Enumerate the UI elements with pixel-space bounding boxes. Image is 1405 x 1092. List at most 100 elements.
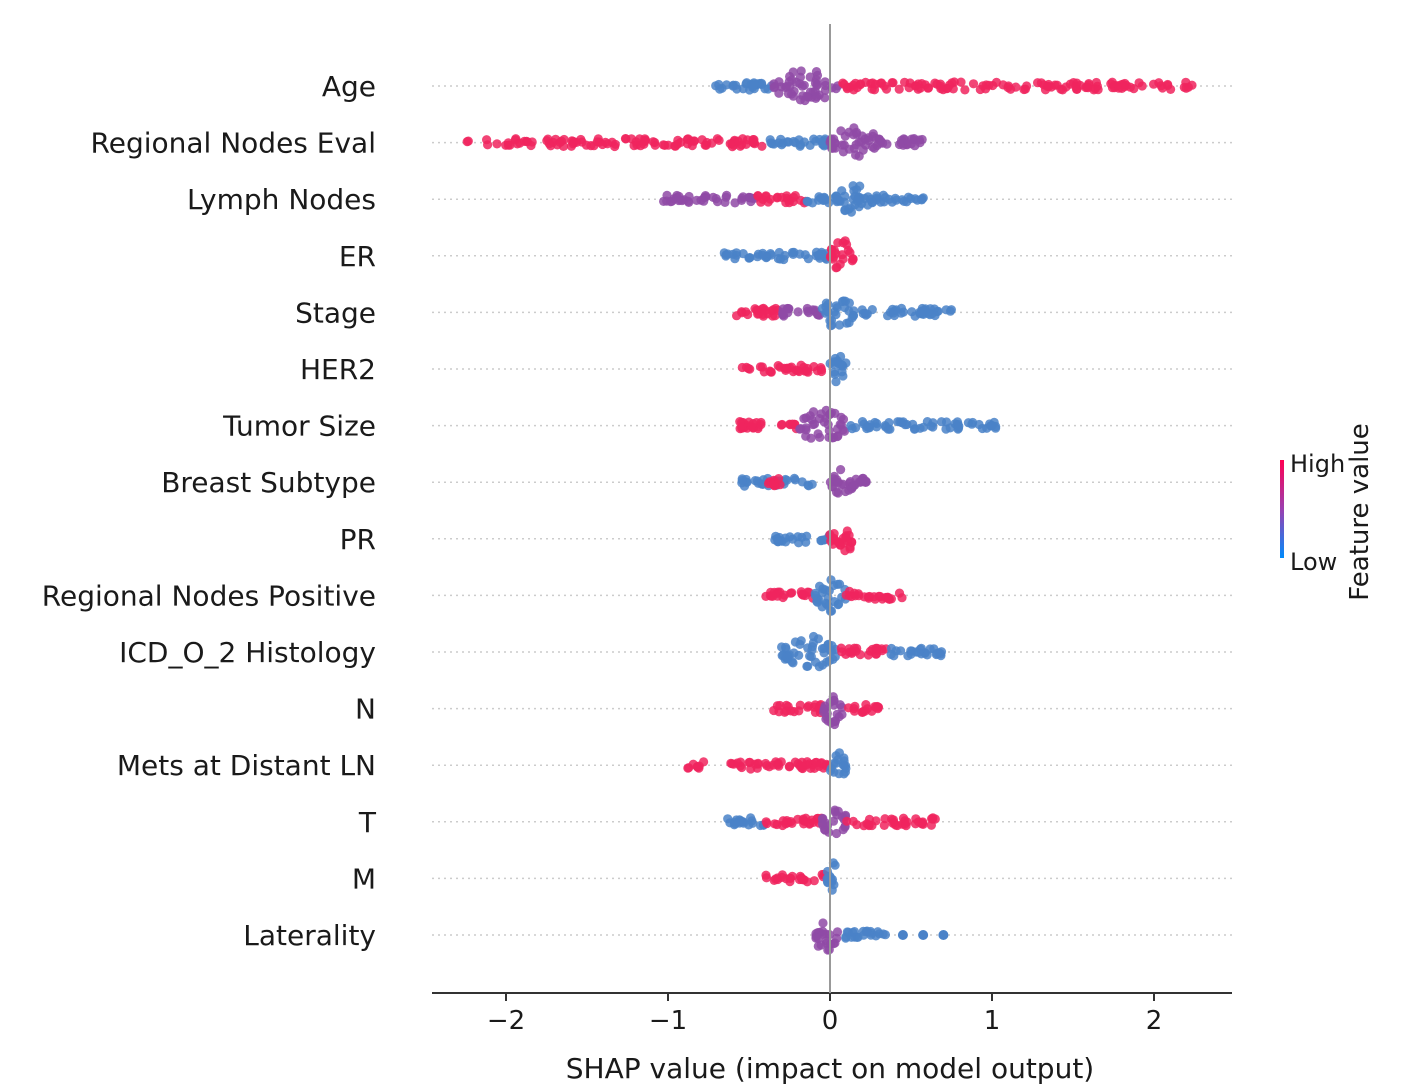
shap-point xyxy=(781,537,791,547)
feature-label: T xyxy=(358,806,377,839)
shap-point xyxy=(915,309,925,319)
feature-label: Tumor Size xyxy=(222,410,376,443)
shap-point xyxy=(862,926,872,936)
shap-point xyxy=(926,421,936,431)
shap-point xyxy=(796,873,806,883)
shap-point xyxy=(906,649,916,659)
shap-point xyxy=(932,79,942,89)
feature-label: N xyxy=(355,693,376,726)
shap-point xyxy=(862,309,872,319)
shap-point xyxy=(875,591,885,602)
shap-point xyxy=(799,80,809,90)
shap-point xyxy=(723,814,733,824)
shap-point xyxy=(917,195,927,205)
feature-dots-15 xyxy=(811,918,949,955)
shap-point xyxy=(699,196,709,206)
shap-point xyxy=(639,137,649,147)
shap-point xyxy=(911,814,921,824)
shap-point xyxy=(801,431,811,441)
shap-point xyxy=(775,700,785,711)
shap-point xyxy=(559,134,569,145)
shap-point xyxy=(697,135,707,145)
shap-point xyxy=(845,203,855,213)
shap-point xyxy=(725,139,735,149)
shap-point xyxy=(813,634,824,644)
feature-dots-2 xyxy=(659,181,928,217)
shap-point xyxy=(936,417,947,427)
shap-point xyxy=(830,716,841,726)
shap-point xyxy=(808,407,819,417)
shap-point xyxy=(790,475,800,485)
shap-point xyxy=(789,648,799,658)
shap-point xyxy=(913,647,924,657)
shap-point xyxy=(803,197,813,207)
shap-point xyxy=(871,643,881,653)
shap-point xyxy=(753,191,763,201)
shap-point xyxy=(806,652,816,662)
x-tick-label: 2 xyxy=(1146,1006,1163,1036)
shap-point xyxy=(761,817,771,827)
shap-point xyxy=(922,650,932,660)
shap-point xyxy=(776,82,786,92)
shap-point xyxy=(813,429,823,439)
shap-point xyxy=(667,196,677,206)
x-axis: −2 −1 0 1 2 xyxy=(432,992,1232,1036)
shap-point xyxy=(897,417,907,428)
shap-point xyxy=(826,763,836,774)
shap-point xyxy=(819,707,829,717)
feature-dots-14 xyxy=(761,858,840,895)
shap-point xyxy=(694,761,704,771)
shap-point xyxy=(778,592,788,603)
feature-dots-5 xyxy=(737,351,851,387)
shap-point xyxy=(787,818,797,829)
shap-point xyxy=(522,136,532,146)
shap-point xyxy=(776,134,786,144)
shap-point xyxy=(784,77,794,87)
shap-point xyxy=(946,305,957,315)
shap-point xyxy=(888,818,898,828)
feature-dots-7 xyxy=(737,465,871,498)
shap-point xyxy=(784,304,794,314)
shap-point xyxy=(768,591,778,601)
shap-point xyxy=(821,938,832,948)
shap-point xyxy=(659,196,669,206)
shap-point xyxy=(837,250,847,260)
feature-label: PR xyxy=(340,523,376,556)
shap-point xyxy=(881,422,891,432)
shap-point xyxy=(871,79,881,89)
shap-point xyxy=(797,761,807,772)
shap-point xyxy=(813,941,823,951)
shap-point xyxy=(851,140,861,150)
shap-point xyxy=(858,476,868,487)
shap-point xyxy=(952,417,963,427)
shap-point xyxy=(766,250,776,260)
shap-point xyxy=(785,420,795,430)
shap-point xyxy=(833,195,844,205)
shap-point xyxy=(828,858,839,868)
shap-point xyxy=(658,140,669,150)
shap-point xyxy=(777,872,787,883)
feature-dots-0 xyxy=(711,66,1197,106)
shap-point xyxy=(884,594,894,604)
shap-point xyxy=(1120,78,1130,89)
shap-point xyxy=(839,296,849,306)
shap-point xyxy=(801,423,811,433)
shap-point xyxy=(796,587,806,597)
shap-point xyxy=(802,91,812,101)
shap-point xyxy=(722,190,732,200)
shap-point xyxy=(737,474,747,484)
feature-label: Mets at Distant LN xyxy=(117,749,376,782)
shap-point xyxy=(834,748,845,758)
shap-point xyxy=(829,245,840,256)
shap-point xyxy=(850,701,860,712)
colorbar-title: Feature value xyxy=(1345,423,1375,601)
shap-point xyxy=(770,819,780,829)
shap-point xyxy=(871,816,881,826)
shap-point xyxy=(782,475,792,485)
shap-point xyxy=(763,197,773,207)
shap-point xyxy=(848,816,858,827)
feature-dots-13 xyxy=(723,805,940,839)
shap-point xyxy=(765,135,775,145)
shap-point xyxy=(600,137,611,147)
